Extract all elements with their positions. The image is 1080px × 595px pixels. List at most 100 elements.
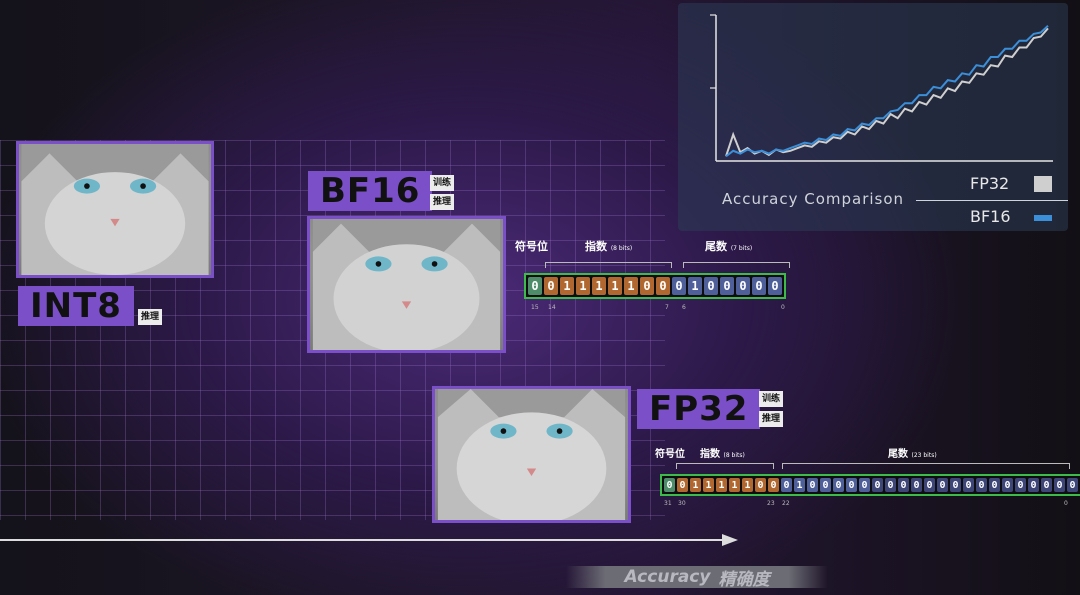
bf16-bit: 1 [608, 277, 622, 295]
bf16-bit: 1 [576, 277, 590, 295]
bf16-bit: 0 [768, 277, 782, 295]
bf16-exponent-bracket [545, 262, 672, 268]
fp32-tick: 23 [767, 500, 775, 507]
fp32-mantissa-name: 尾数 [888, 449, 908, 460]
bf16-bit: 0 [752, 277, 766, 295]
series-line-bf16 [725, 24, 1049, 158]
fp32-bit: 0 [1054, 478, 1065, 492]
fp32-exponent-name: 指数 [700, 449, 720, 460]
fp32-bit: 0 [677, 478, 688, 492]
bf16-mantissa-label: 尾数 (7 bits) [705, 238, 752, 254]
bf16-sign-label: 符号位 [515, 240, 548, 253]
legend-swatch-fp32 [1034, 176, 1052, 192]
bf16-tick: 15 [531, 304, 539, 311]
int8-cat-image [16, 141, 214, 278]
fp32-bit: 0 [664, 478, 675, 492]
legend-divider [916, 200, 1068, 201]
accuracy-axis-title: Accuracy 精确度 [566, 566, 828, 590]
arrow-right-icon [722, 534, 738, 546]
bf16-cat-image [307, 216, 506, 353]
fp32-bit: 1 [729, 478, 740, 492]
fp32-bit: 0 [885, 478, 896, 492]
fp32-tick: 31 [664, 500, 672, 507]
fp32-bit: 0 [755, 478, 766, 492]
fp32-tick: 30 [678, 500, 686, 507]
fp32-bit: 0 [1002, 478, 1013, 492]
bf16-bit: 0 [528, 277, 542, 295]
bf16-bit: 0 [544, 277, 558, 295]
bf16-bit: 0 [736, 277, 750, 295]
series-line-fp32 [725, 27, 1049, 157]
fp32-tag-inference: 推理 [759, 411, 784, 427]
bf16-tick: 14 [548, 304, 556, 311]
bf16-tick: 7 [665, 304, 669, 311]
fp32-bit: 0 [807, 478, 818, 492]
fp32-bit: 0 [898, 478, 909, 492]
bf16-exponent-label: 指数 (8 bits) [585, 238, 632, 254]
fp32-bit: 1 [703, 478, 714, 492]
fp32-bit: 0 [1041, 478, 1052, 492]
fp32-bit: 0 [859, 478, 870, 492]
fp32-bit: 0 [1015, 478, 1026, 492]
accuracy-chart-panel: Accuracy Comparison FP32 BF16 [678, 3, 1068, 231]
fp32-bit: 0 [924, 478, 935, 492]
bf16-label: BF16 [308, 171, 433, 211]
fp32-mantissa-bits: (23 bits) [911, 452, 937, 459]
int8-label: INT8 [18, 286, 134, 326]
bf16-tag-training: 训练 [430, 175, 455, 191]
axis-label-cn: 精确度 [718, 569, 770, 590]
fp32-bit: 0 [1028, 478, 1039, 492]
chart-title: Accuracy Comparison [722, 190, 905, 208]
bf16-mantissa-bits: (7 bits) [730, 245, 753, 252]
bf16-bit: 0 [640, 277, 654, 295]
fp32-bit: 1 [794, 478, 805, 492]
fp32-cat-image [432, 386, 631, 523]
legend-label-fp32: FP32 [970, 174, 1010, 193]
legend-swatch-bf16 [1034, 215, 1052, 221]
bf16-bit: 0 [704, 277, 718, 295]
fp32-bit: 0 [911, 478, 922, 492]
int8-tag-inference: 推理 [138, 309, 163, 325]
bf16-bit: 1 [560, 277, 574, 295]
fp32-mantissa-label: 尾数 (23 bits) [888, 445, 937, 460]
fp32-bit: 0 [950, 478, 961, 492]
accuracy-chart [710, 14, 1053, 162]
fp32-bit: 0 [833, 478, 844, 492]
fp32-tag-training: 训练 [759, 391, 784, 407]
fp32-exponent-label: 指数 (8 bits) [700, 445, 745, 460]
legend-label-bf16: BF16 [970, 207, 1011, 226]
bf16-bit: 0 [720, 277, 734, 295]
fp32-bit: 1 [690, 478, 701, 492]
cat-face-icon [21, 144, 209, 275]
fp32-sign-label: 符号位 [655, 449, 685, 460]
bf16-mantissa-bracket [683, 262, 790, 268]
bf16-exponent-name: 指数 [585, 240, 607, 253]
fp32-bit: 0 [937, 478, 948, 492]
fp32-bit: 0 [976, 478, 987, 492]
fp32-bit: 0 [963, 478, 974, 492]
bf16-bit: 0 [672, 277, 686, 295]
fp32-bit: 1 [742, 478, 753, 492]
bf16-tick: 6 [682, 304, 686, 311]
accuracy-axis-line [0, 539, 725, 541]
cat-face-icon [312, 219, 501, 350]
bf16-bit: 1 [624, 277, 638, 295]
bf16-bit: 1 [592, 277, 606, 295]
cat-face-icon [437, 389, 626, 520]
fp32-tick: 22 [782, 500, 790, 507]
fp32-bit: 0 [1067, 478, 1078, 492]
fp32-exponent-bracket [676, 463, 774, 469]
bf16-mantissa-name: 尾数 [705, 240, 727, 253]
bf16-tag-inference: 推理 [430, 194, 455, 210]
axis-label-en: Accuracy [624, 567, 711, 587]
fp32-bit: 0 [768, 478, 779, 492]
fp32-bit: 1 [716, 478, 727, 492]
bf16-tick: 0 [781, 304, 785, 311]
bf16-exponent-bits: (8 bits) [610, 245, 633, 252]
bf16-bit: 0 [656, 277, 670, 295]
fp32-exponent-bits: (8 bits) [723, 452, 745, 459]
fp32-label: FP32 [637, 389, 761, 429]
fp32-tick: 0 [1064, 500, 1068, 507]
